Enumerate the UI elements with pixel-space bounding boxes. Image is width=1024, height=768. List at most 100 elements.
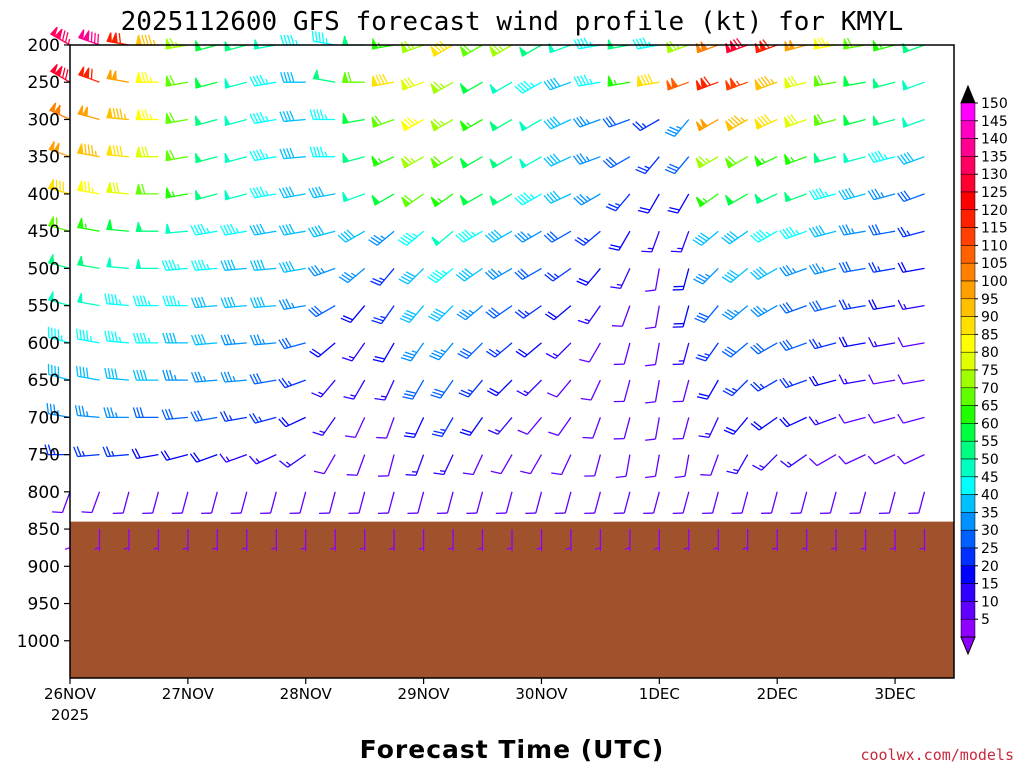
barb-half bbox=[705, 432, 711, 435]
barb-full bbox=[897, 374, 904, 385]
barb-full bbox=[464, 229, 473, 238]
barb-full bbox=[726, 271, 737, 279]
barb-full bbox=[401, 196, 411, 205]
wind-barb bbox=[551, 454, 572, 476]
wind-barb bbox=[721, 305, 749, 321]
barb-full bbox=[725, 387, 735, 394]
barb-full bbox=[868, 299, 875, 310]
wind-barb bbox=[249, 412, 277, 424]
barb-full bbox=[119, 145, 123, 157]
barb-full bbox=[405, 432, 416, 435]
wind-barb bbox=[47, 291, 71, 307]
barb-full bbox=[87, 181, 91, 193]
wind-barb bbox=[645, 305, 660, 330]
wind-barb bbox=[161, 408, 188, 420]
barb-full bbox=[375, 74, 382, 85]
barb-full bbox=[368, 239, 378, 246]
wind-barb bbox=[573, 37, 601, 50]
barb-half bbox=[149, 114, 153, 120]
wind-barb bbox=[94, 529, 101, 552]
wind-barb bbox=[341, 35, 365, 46]
barb-shaft bbox=[654, 342, 660, 365]
barb-half bbox=[235, 227, 240, 233]
wind-barb bbox=[106, 69, 130, 83]
colorbar-label: 125 bbox=[981, 185, 1008, 201]
barb-full bbox=[723, 234, 733, 243]
wind-barb bbox=[819, 491, 837, 515]
barb-full bbox=[402, 354, 414, 359]
barb-full bbox=[576, 117, 584, 127]
wind-barb bbox=[750, 342, 778, 355]
barb-full bbox=[279, 111, 285, 122]
wind-barb bbox=[135, 109, 159, 121]
barb-pennant bbox=[700, 118, 709, 129]
barb-shaft bbox=[412, 379, 425, 400]
barb-half bbox=[265, 153, 269, 159]
wind-barb bbox=[312, 417, 336, 437]
barb-half bbox=[81, 450, 85, 457]
barb-full bbox=[808, 376, 816, 387]
barb-shaft bbox=[873, 267, 896, 273]
barb-full bbox=[253, 260, 259, 271]
wind-barb bbox=[897, 454, 925, 465]
wind-barb bbox=[309, 146, 336, 158]
barb-full bbox=[371, 116, 379, 126]
barb-full bbox=[289, 147, 295, 158]
colorbar-label: 130 bbox=[981, 167, 1008, 183]
barb-full bbox=[171, 259, 177, 270]
wind-barb bbox=[545, 342, 572, 360]
barb-full bbox=[403, 435, 415, 438]
barb-full bbox=[314, 186, 321, 197]
barb-half bbox=[493, 123, 498, 129]
barb-full bbox=[546, 156, 555, 165]
barb-full bbox=[725, 426, 737, 433]
barb-shaft bbox=[407, 267, 425, 285]
barb-shaft bbox=[224, 267, 247, 271]
wind-barb bbox=[514, 305, 542, 319]
barb-full bbox=[316, 146, 321, 157]
barb-full bbox=[429, 274, 440, 281]
wind-barb bbox=[106, 257, 129, 270]
barb-shaft bbox=[435, 267, 454, 284]
barb-shaft bbox=[196, 453, 218, 463]
barb-half bbox=[523, 390, 529, 394]
wind-barb bbox=[838, 299, 866, 311]
wind-barb bbox=[278, 337, 306, 350]
barb-full bbox=[54, 365, 56, 377]
barb-full bbox=[602, 118, 610, 128]
colorbar-swatch bbox=[960, 351, 976, 371]
barb-shaft bbox=[522, 230, 542, 243]
barb-full bbox=[112, 145, 116, 156]
barb-full bbox=[57, 329, 60, 340]
barb-full bbox=[141, 109, 146, 120]
barb-full bbox=[782, 417, 791, 426]
barb-shaft bbox=[91, 491, 101, 513]
barb-pennant bbox=[843, 152, 850, 164]
barb-shaft bbox=[106, 377, 129, 381]
barb-full bbox=[545, 352, 556, 360]
barb-shaft bbox=[610, 156, 631, 169]
barb-half bbox=[388, 547, 395, 550]
y-tick-label: 750 bbox=[28, 446, 60, 466]
wind-barb bbox=[919, 529, 926, 552]
barb-pennant bbox=[106, 69, 112, 80]
barb-full bbox=[543, 157, 552, 167]
barb-half bbox=[552, 353, 559, 357]
wind-barb bbox=[867, 188, 896, 201]
wind-barb bbox=[624, 529, 631, 552]
wind-barb bbox=[427, 267, 454, 284]
wind-barb bbox=[459, 44, 483, 57]
wind-barb bbox=[897, 151, 925, 165]
wind-barb bbox=[371, 73, 395, 87]
barb-full bbox=[755, 268, 765, 277]
barb-full bbox=[838, 299, 845, 310]
barb-full bbox=[723, 429, 734, 435]
barb-half bbox=[318, 391, 324, 395]
wind-barb bbox=[49, 102, 71, 121]
barb-full bbox=[109, 182, 113, 193]
barb-full bbox=[779, 341, 787, 351]
barb-full bbox=[372, 358, 384, 363]
barb-full bbox=[397, 239, 408, 246]
barb-shaft bbox=[415, 454, 425, 476]
barb-full bbox=[165, 295, 170, 306]
